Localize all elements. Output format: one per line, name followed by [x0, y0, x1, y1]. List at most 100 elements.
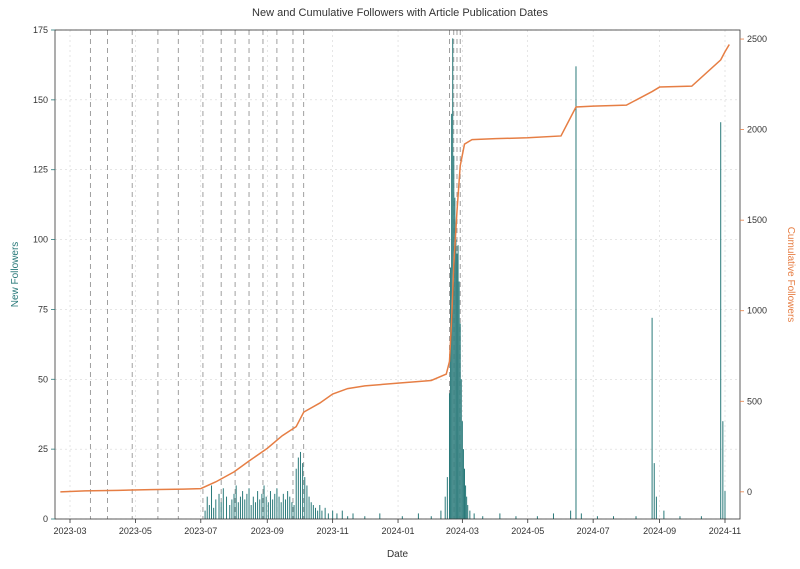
new-followers-bar: [213, 508, 214, 519]
new-followers-bar: [240, 497, 241, 519]
new-followers-bar: [418, 513, 419, 519]
new-followers-bar: [722, 421, 723, 519]
x-tick-label: 2024-07: [577, 526, 610, 536]
new-followers-bar: [255, 502, 256, 519]
chart-container: 2023-032023-052023-072023-092023-112024-…: [0, 0, 800, 569]
new-followers-bar: [575, 66, 576, 519]
chart-title: New and Cumulative Followers with Articl…: [252, 7, 548, 19]
new-followers-bar: [499, 513, 500, 519]
new-followers-bar: [244, 499, 245, 519]
new-followers-bar: [462, 421, 463, 519]
x-tick-label: 2024-11: [709, 526, 741, 536]
new-followers-bar: [238, 502, 239, 519]
new-followers-bar: [469, 511, 470, 519]
y-left-axis-label: New Followers: [10, 242, 21, 308]
new-followers-bar: [257, 491, 258, 519]
y-right-tick-label: 2500: [747, 34, 767, 44]
new-followers-bar: [553, 513, 554, 519]
new-followers-bar: [663, 511, 664, 519]
followers-chart: 2023-032023-052023-072023-092023-112024-…: [0, 0, 800, 569]
new-followers-bar: [515, 516, 516, 519]
new-followers-bar: [229, 505, 230, 519]
y-right-tick-label: 500: [747, 396, 762, 406]
new-followers-bar: [296, 469, 297, 519]
y-right-tick-label: 1500: [747, 215, 767, 225]
new-followers-bar: [304, 477, 305, 519]
x-tick-label: 2023-07: [184, 526, 217, 536]
new-followers-bar: [266, 497, 267, 519]
new-followers-bar: [581, 513, 582, 519]
new-followers-bar: [309, 497, 310, 519]
new-followers-bar: [353, 513, 354, 519]
new-followers-bar: [272, 499, 273, 519]
new-followers-bar: [440, 511, 441, 519]
new-followers-bar: [315, 508, 316, 519]
new-followers-bar: [219, 494, 220, 519]
new-followers-bar: [234, 494, 235, 519]
x-tick-label: 2023-09: [251, 526, 284, 536]
new-followers-bar: [379, 513, 380, 519]
new-followers-bar: [613, 516, 614, 519]
new-followers-bar: [231, 499, 232, 519]
new-followers-bar: [319, 505, 320, 519]
new-followers-bar: [636, 516, 637, 519]
new-followers-bar: [274, 494, 275, 519]
new-followers-bar: [226, 497, 227, 519]
new-followers-bar: [291, 502, 292, 519]
new-followers-bar: [325, 508, 326, 519]
new-followers-bar: [724, 491, 725, 519]
x-tick-label: 2024-09: [643, 526, 676, 536]
new-followers-bar: [347, 516, 348, 519]
new-followers-bar: [317, 511, 318, 519]
y-left-tick-label: 125: [33, 165, 48, 175]
new-followers-bar: [447, 477, 448, 519]
new-followers-bar: [276, 488, 277, 519]
new-followers-bar: [464, 469, 465, 519]
new-followers-bar: [221, 502, 222, 519]
x-tick-label: 2024-03: [446, 526, 479, 536]
y-right-axis-label: Cumulative Followers: [785, 227, 796, 323]
new-followers-bar: [253, 497, 254, 519]
y-left-tick-label: 25: [38, 444, 48, 454]
new-followers-bar: [570, 511, 571, 519]
new-followers-bar: [209, 505, 210, 519]
new-followers-bar: [431, 516, 432, 519]
new-followers-bar: [364, 516, 365, 519]
new-followers-bar: [461, 379, 462, 519]
new-followers-bar: [652, 318, 653, 519]
new-followers-bar: [285, 499, 286, 519]
new-followers-bar: [306, 485, 307, 519]
new-followers-bar: [294, 505, 295, 519]
new-followers-bar: [242, 491, 243, 519]
x-tick-label: 2023-03: [53, 526, 86, 536]
new-followers-bar: [268, 502, 269, 519]
new-followers-bar: [236, 485, 237, 519]
y-left-tick-label: 75: [38, 304, 48, 314]
x-axis-label: Date: [387, 549, 409, 560]
new-followers-bar: [251, 505, 252, 519]
x-tick-label: 2024-05: [511, 526, 544, 536]
new-followers-bar: [467, 505, 468, 519]
new-followers-bar: [283, 494, 284, 519]
y-left-tick-label: 150: [33, 95, 48, 105]
new-followers-bar: [246, 494, 247, 519]
new-followers-bar: [445, 497, 446, 519]
new-followers-bar: [453, 156, 454, 519]
new-followers-bar: [249, 488, 250, 519]
new-followers-bar: [460, 323, 461, 519]
new-followers-bar: [211, 485, 212, 519]
new-followers-bar: [458, 245, 459, 519]
new-followers-bar: [456, 254, 457, 519]
new-followers-bar: [289, 497, 290, 519]
new-followers-bar: [300, 452, 301, 519]
new-followers-bar: [537, 516, 538, 519]
new-followers-bar: [279, 497, 280, 519]
new-followers-bar: [701, 516, 702, 519]
new-followers-bar: [281, 502, 282, 519]
new-followers-bar: [450, 268, 451, 519]
new-followers-bar: [328, 513, 329, 519]
new-followers-bar: [287, 491, 288, 519]
new-followers-bar: [311, 502, 312, 519]
new-followers-bar: [215, 499, 216, 519]
new-followers-bar: [313, 505, 314, 519]
